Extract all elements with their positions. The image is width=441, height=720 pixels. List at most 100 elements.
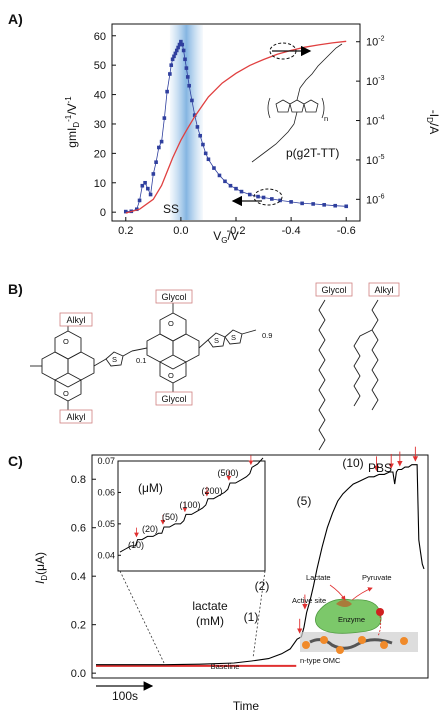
gm-point (173, 51, 178, 56)
gm-point (137, 198, 142, 203)
polymer-structure (251, 43, 343, 163)
gm-point (195, 125, 200, 129)
enzyme-blob (315, 598, 382, 634)
label-box-alkyl-top (59, 312, 93, 327)
ratio-a: 0.9 (262, 331, 272, 340)
gm-point (344, 204, 349, 209)
polymer-n: n (324, 114, 328, 123)
gm-point (212, 166, 216, 170)
id-trace (96, 464, 425, 666)
gm-point (228, 183, 233, 188)
x-tick-label: 0.2 (118, 225, 133, 237)
svg-text:O: O (168, 371, 174, 380)
inset-ticks: 0.04 0.05 0.06 0.07 (97, 456, 121, 560)
y-right-tick-label: 10-6 (366, 193, 385, 206)
gm-point (179, 39, 183, 44)
panel-a-ylabel-left: gmID-1/V-1 (64, 96, 81, 148)
gm-point (185, 75, 190, 79)
inset-y-tick-label: 0.06 (97, 487, 115, 497)
y-left-tick-label: 40 (94, 90, 106, 102)
gm-point (223, 179, 227, 184)
gm-point (333, 203, 337, 208)
inset-trace (119, 457, 264, 553)
schematic-enzyme: Enzyme (338, 615, 365, 624)
ss-label: SS (163, 202, 179, 216)
pbs-label: PBS (368, 461, 392, 475)
schematic-pyruvate: Pyruvate (362, 573, 392, 582)
schematic-lactate: Lactate (306, 573, 331, 582)
panel-a-ylabel-right: -ID/A (425, 110, 441, 134)
y-left-tick-label: 20 (94, 148, 106, 160)
y-left-tick-label: 10 (94, 178, 106, 190)
gm-series-line (125, 40, 347, 212)
gm-point (201, 142, 205, 147)
gm-point (172, 54, 176, 59)
c-y-tick-label: 0.2 (71, 620, 86, 632)
label-box-glycol-chain (315, 282, 353, 297)
gm-point (165, 89, 169, 94)
y-left-tick-label: 0 (100, 207, 106, 219)
scale-bar-label: 100s (112, 689, 138, 703)
gm-curve-marker (253, 188, 283, 206)
inset-connector-right (252, 570, 266, 659)
panel-c-series (96, 446, 425, 667)
gm-point (311, 202, 315, 206)
x-tick-label: -0.4 (282, 225, 301, 237)
gm-point (261, 195, 266, 200)
label-glycol-bottom: Glycol (161, 394, 186, 404)
analyte-unit: (mM) (196, 614, 224, 628)
enzyme-schematic: Lactate Pyruvate Active site Enzyme n-ty… (292, 573, 418, 665)
gm-point (322, 203, 326, 207)
label-box-glycol-top (155, 289, 193, 304)
y-left-tick-label: 50 (94, 60, 106, 72)
inset-frame (117, 460, 266, 572)
svg-text:S: S (112, 355, 117, 364)
c-y-tick-label: 0.6 (71, 523, 86, 535)
inset-y-tick-label: 0.04 (97, 550, 115, 560)
c-y-tick-label: 0.8 (71, 474, 86, 486)
label-box-glycol-bottom (155, 391, 193, 406)
svg-text:O: O (168, 319, 174, 328)
gm-point (143, 180, 147, 185)
inset-connector-left (119, 570, 166, 666)
schematic-omc: n-type OMC (300, 656, 341, 665)
label-glycol-chain: Glycol (321, 285, 346, 295)
c-y-tick-label: 0.0 (71, 668, 86, 680)
ratio-b: 0.1 (136, 356, 146, 365)
inset-series: (10) (20) (50)(100)(200) (500) (119, 455, 264, 553)
gm-point (256, 194, 260, 199)
gm-point (174, 48, 179, 53)
gm-point (270, 197, 274, 201)
panel-c-chart: 0.0 0.2 0.4 0.6 0.8 0.04 0.05 0.06 0.07 (10) (20… (33, 446, 429, 713)
gm-point (157, 145, 161, 150)
x-tick-label: 0.0 (173, 225, 188, 237)
panel-c-letter: C) (8, 453, 23, 469)
gm-point (289, 200, 293, 204)
gm-point (181, 48, 186, 53)
y-right-tick-label: 10-5 (366, 154, 385, 167)
label-box-alkyl-bottom (59, 409, 93, 424)
gm-point (183, 57, 187, 62)
gm-point (203, 151, 208, 156)
label-alkyl-chain: Alkyl (374, 285, 393, 295)
svg-text:S: S (231, 333, 236, 342)
gm-point (300, 201, 304, 206)
panel-c-ticks: 0.0 0.2 0.4 0.6 0.8 (71, 474, 96, 680)
inset-unit-label: (μM) (138, 481, 163, 495)
panel-a-chart: 0.2 0.0 -0.2 -0.4 -0.6 0 10 20 30 40 50 60 10-2 10-3 1… (64, 23, 441, 245)
active-site-shape (336, 600, 352, 607)
panel-c-xlabel: Time (233, 699, 260, 713)
addition-label-mm: (10) (342, 456, 363, 470)
gm-point (184, 66, 189, 70)
y-right-tick-label: 10-3 (366, 75, 385, 88)
gm-point (206, 157, 211, 162)
panel-a-xlabel: VG/V (213, 229, 239, 245)
gm-point (180, 42, 185, 47)
inset-addition-label: (500) (217, 468, 238, 478)
gm-point (190, 98, 194, 103)
inset-y-tick-label: 0.05 (97, 519, 115, 529)
inset-addition-label: (10) (128, 540, 144, 550)
gm-point (187, 83, 191, 88)
schematic-active-site: Active site (292, 596, 326, 605)
gm-point (151, 172, 156, 176)
